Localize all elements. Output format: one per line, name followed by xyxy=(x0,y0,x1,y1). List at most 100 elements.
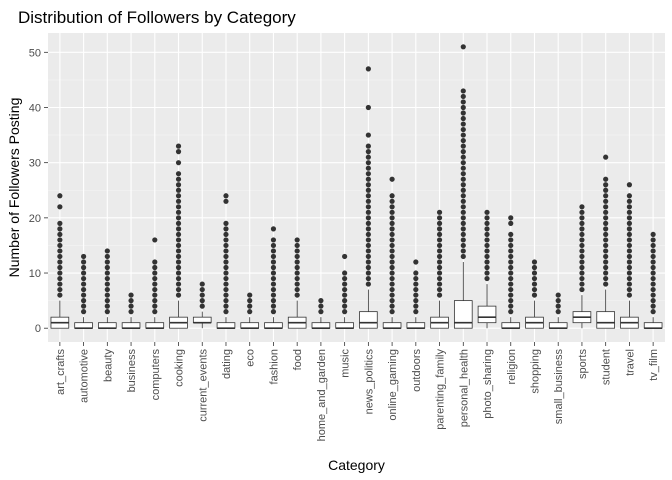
outlier-point xyxy=(508,215,514,221)
outlier-point xyxy=(436,248,443,254)
outlier-point xyxy=(270,248,277,254)
box-current_events xyxy=(192,281,212,329)
outlier-point xyxy=(579,281,585,287)
box-iqr xyxy=(264,322,283,329)
box-news_politics xyxy=(359,66,378,329)
box-iqr xyxy=(311,322,331,329)
box-iqr xyxy=(240,322,260,329)
box-iqr xyxy=(382,322,402,329)
x-tick-label: photo_sharing xyxy=(482,349,494,419)
y-tick-label: 40 xyxy=(29,102,41,114)
outlier-point xyxy=(389,226,395,232)
outlier-point xyxy=(650,292,656,298)
box-automotive xyxy=(74,253,93,330)
outlier-point xyxy=(413,303,419,309)
outlier-point xyxy=(365,149,371,155)
outlier-point xyxy=(223,248,229,254)
outlier-point xyxy=(365,259,371,265)
outlier-point xyxy=(603,182,609,188)
box-iqr xyxy=(335,322,354,329)
outlier-point xyxy=(579,270,585,276)
outlier-point xyxy=(57,286,63,293)
outlier-point xyxy=(579,259,585,265)
outlier-point xyxy=(436,220,443,226)
outlier-point xyxy=(104,292,110,298)
box-beauty xyxy=(98,248,117,330)
outlier-point xyxy=(223,231,229,238)
outlier-point xyxy=(460,248,466,254)
outlier-point xyxy=(436,264,443,271)
outlier-point xyxy=(175,270,182,276)
outlier-point xyxy=(460,237,466,243)
outlier-point xyxy=(270,226,277,232)
outlier-point xyxy=(650,298,656,304)
outlier-point xyxy=(199,303,205,309)
outlier-point xyxy=(579,204,585,210)
outlier-point xyxy=(128,309,134,315)
outlier-point xyxy=(223,259,229,265)
x-tick-label: personal_health xyxy=(458,349,470,427)
outlier-point xyxy=(603,242,609,249)
outlier-point xyxy=(152,237,158,243)
outlier-point xyxy=(626,198,633,204)
outlier-point xyxy=(175,275,182,282)
box-computers xyxy=(145,237,165,330)
outlier-point xyxy=(579,209,585,215)
box-iqr xyxy=(74,322,93,329)
outlier-point xyxy=(650,303,656,309)
x-tick-label: cooking xyxy=(174,349,186,387)
outlier-point xyxy=(342,303,348,309)
outlier-point xyxy=(104,253,110,260)
outlier-point xyxy=(57,237,63,243)
outlier-point xyxy=(365,160,371,166)
outlier-point xyxy=(270,264,277,271)
outlier-point xyxy=(389,198,395,204)
outlier-point xyxy=(199,292,205,298)
outlier-point xyxy=(152,275,158,282)
box-iqr xyxy=(548,322,568,329)
outlier-point xyxy=(199,281,205,287)
outlier-point xyxy=(508,253,514,260)
outlier-point xyxy=(57,226,63,232)
box-iqr xyxy=(359,311,378,329)
box-student xyxy=(596,154,615,329)
outlier-point xyxy=(80,292,87,298)
outlier-point xyxy=(460,44,466,50)
outlier-point xyxy=(247,309,253,315)
outlier-point xyxy=(342,298,348,304)
outlier-point xyxy=(57,292,63,298)
outlier-point xyxy=(389,275,395,282)
outlier-point xyxy=(436,286,443,293)
outlier-point xyxy=(460,215,466,221)
outlier-point xyxy=(531,292,538,298)
outlier-point xyxy=(294,253,300,260)
outlier-point xyxy=(57,220,63,226)
x-tick-label: food xyxy=(292,349,304,370)
outlier-point xyxy=(389,292,395,298)
x-tick-label: news_politics xyxy=(363,349,375,415)
outlier-point xyxy=(318,298,324,304)
outlier-point xyxy=(508,281,514,287)
box-small_business xyxy=(548,292,568,330)
box-travel xyxy=(620,182,639,329)
outlier-point xyxy=(508,242,514,249)
outlier-point xyxy=(104,303,110,309)
outlier-point xyxy=(152,270,158,276)
outlier-point xyxy=(80,281,87,287)
outlier-point xyxy=(175,242,182,249)
outlier-point xyxy=(484,259,490,265)
outlier-point xyxy=(508,286,514,293)
outlier-point xyxy=(626,275,633,282)
outlier-point xyxy=(128,292,134,298)
outlier-point xyxy=(579,237,585,243)
outlier-point xyxy=(223,220,229,226)
outlier-point xyxy=(365,193,371,199)
outlier-point xyxy=(342,270,348,276)
outlier-point xyxy=(152,264,158,271)
x-tick-label: home_and_garden xyxy=(316,349,328,441)
box-home_and_garden xyxy=(311,298,331,330)
outlier-point xyxy=(650,259,656,265)
outlier-point xyxy=(579,215,585,221)
outlier-point xyxy=(603,248,609,254)
x-tick-label: small_business xyxy=(553,349,565,425)
